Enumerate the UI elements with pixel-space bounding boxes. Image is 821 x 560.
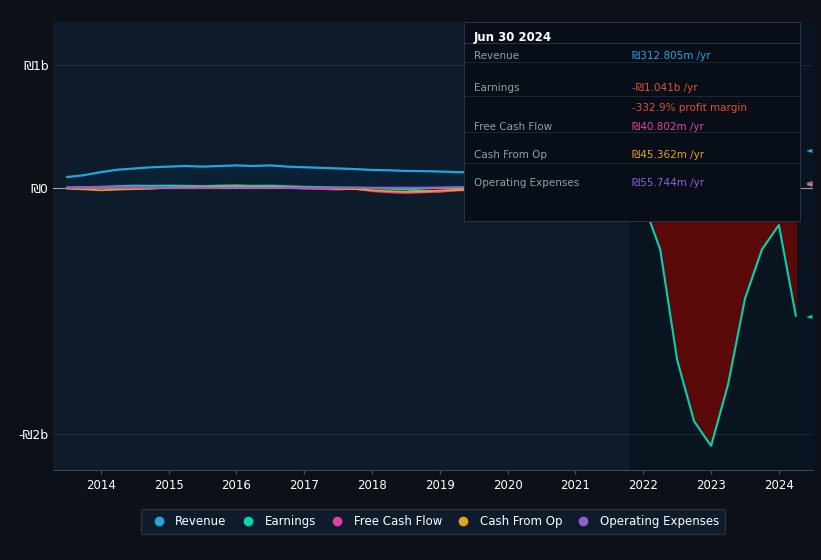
Text: Jun 30 2024: Jun 30 2024 — [474, 31, 552, 44]
Text: Cash From Op: Cash From Op — [474, 150, 547, 160]
Text: Operating Expenses: Operating Expenses — [474, 179, 579, 189]
Text: -332.9% profit margin: -332.9% profit margin — [632, 103, 747, 113]
Text: ◄: ◄ — [806, 311, 813, 320]
Text: ₪55.744m /yr: ₪55.744m /yr — [632, 179, 704, 189]
Text: Earnings: Earnings — [474, 83, 520, 93]
Text: ₪40.802m /yr: ₪40.802m /yr — [632, 122, 704, 132]
Text: ◄: ◄ — [806, 145, 813, 155]
Bar — [630, 22, 821, 470]
Text: ₪45.362m /yr: ₪45.362m /yr — [632, 150, 704, 160]
Text: ₪312.805m /yr: ₪312.805m /yr — [632, 51, 711, 61]
Text: Revenue: Revenue — [474, 51, 519, 61]
Text: -₪1.041b /yr: -₪1.041b /yr — [632, 83, 698, 93]
Text: ◄: ◄ — [806, 177, 813, 186]
Text: ◄: ◄ — [806, 179, 813, 188]
Legend: Revenue, Earnings, Free Cash Flow, Cash From Op, Operating Expenses: Revenue, Earnings, Free Cash Flow, Cash … — [141, 509, 725, 534]
Text: ◄: ◄ — [806, 178, 813, 187]
Text: Free Cash Flow: Free Cash Flow — [474, 122, 552, 132]
